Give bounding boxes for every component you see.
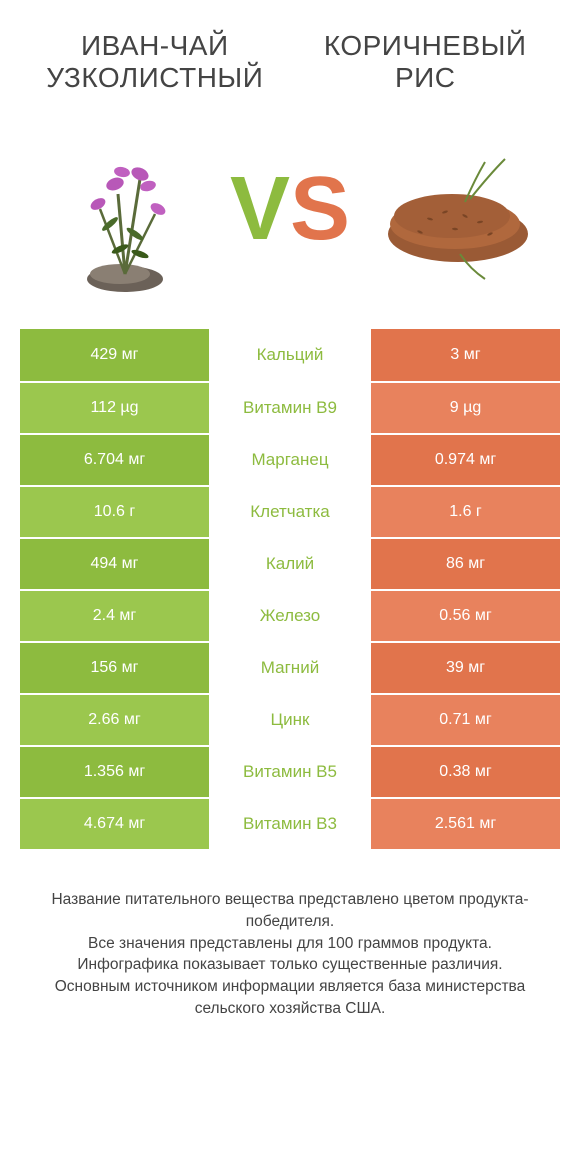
table-row: 156 мгМагний39 мг [20, 641, 560, 693]
cell-left-value: 156 мг [20, 643, 209, 693]
vs-label: VS [230, 164, 350, 254]
table-row: 2.66 мгЦинк0.71 мг [20, 693, 560, 745]
cell-nutrient-label: Клетчатка [209, 487, 371, 537]
cell-nutrient-label: Витамин B5 [209, 747, 371, 797]
table-row: 429 мгКальций3 мг [20, 329, 560, 381]
cell-left-value: 2.4 мг [20, 591, 209, 641]
cell-nutrient-label: Кальций [209, 329, 371, 381]
cell-left-value: 2.66 мг [20, 695, 209, 745]
table-row: 10.6 гКлетчатка1.6 г [20, 485, 560, 537]
footer-line-2: Все значения представлены для 100 граммо… [50, 933, 530, 955]
rice-icon [370, 124, 540, 294]
table-row: 1.356 мгВитамин B50.38 мг [20, 745, 560, 797]
table-row: 4.674 мгВитамин B32.561 мг [20, 797, 560, 849]
vs-s: S [290, 159, 350, 259]
cell-nutrient-label: Железо [209, 591, 371, 641]
cell-nutrient-label: Калий [209, 539, 371, 589]
title-left: Иван-чай узколистный [30, 30, 280, 94]
cell-nutrient-label: Витамин B9 [209, 383, 371, 433]
table-row: 2.4 мгЖелезо0.56 мг [20, 589, 560, 641]
comparison-table: 429 мгКальций3 мг112 µgВитамин B99 µg6.7… [20, 329, 560, 849]
vs-v: V [230, 159, 290, 259]
cell-left-value: 1.356 мг [20, 747, 209, 797]
table-row: 6.704 мгМарганец0.974 мг [20, 433, 560, 485]
title-right: Коричневый рис [300, 30, 550, 94]
cell-left-value: 494 мг [20, 539, 209, 589]
footer-notes: Название питательного вещества представл… [20, 849, 560, 1019]
cell-nutrient-label: Магний [209, 643, 371, 693]
cell-right-value: 3 мг [371, 329, 560, 381]
cell-right-value: 0.974 мг [371, 435, 560, 485]
cell-nutrient-label: Марганец [209, 435, 371, 485]
cell-right-value: 1.6 г [371, 487, 560, 537]
table-row: 494 мгКалий86 мг [20, 537, 560, 589]
cell-right-value: 0.71 мг [371, 695, 560, 745]
cell-left-value: 10.6 г [20, 487, 209, 537]
footer-line-3: Инфографика показывает только существенн… [50, 954, 530, 976]
plant-icon [40, 124, 210, 294]
cell-left-value: 112 µg [20, 383, 209, 433]
cell-right-value: 9 µg [371, 383, 560, 433]
cell-right-value: 2.561 мг [371, 799, 560, 849]
hero-row: VS [20, 109, 560, 309]
plant-image [40, 124, 210, 294]
footer-line-4: Основным источником информации является … [50, 976, 530, 1019]
cell-right-value: 86 мг [371, 539, 560, 589]
cell-left-value: 6.704 мг [20, 435, 209, 485]
titles-row: Иван-чай узколистный Коричневый рис [20, 0, 560, 109]
cell-nutrient-label: Витамин B3 [209, 799, 371, 849]
cell-right-value: 39 мг [371, 643, 560, 693]
cell-left-value: 429 мг [20, 329, 209, 381]
cell-left-value: 4.674 мг [20, 799, 209, 849]
rice-image [370, 124, 540, 294]
footer-line-1: Название питательного вещества представл… [50, 889, 530, 932]
cell-right-value: 0.56 мг [371, 591, 560, 641]
infographic-container: Иван-чай узколистный Коричневый рис [0, 0, 580, 1020]
table-row: 112 µgВитамин B99 µg [20, 381, 560, 433]
cell-right-value: 0.38 мг [371, 747, 560, 797]
cell-nutrient-label: Цинк [209, 695, 371, 745]
